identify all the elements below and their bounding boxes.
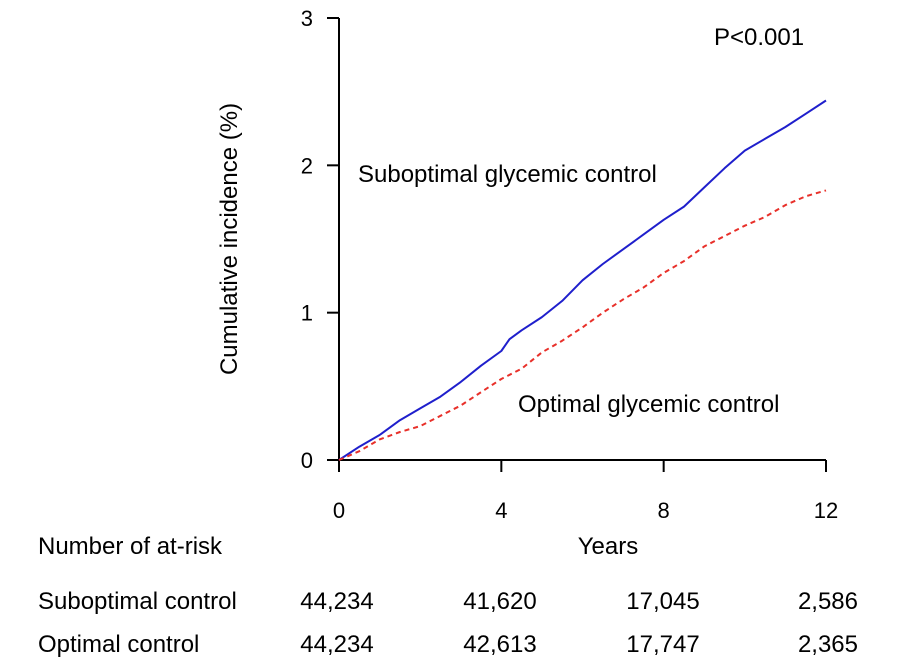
x-tick-label: 0	[333, 498, 345, 523]
x-axis-label: Years	[578, 533, 639, 560]
at-risk-row-label: Optimal control	[38, 631, 199, 658]
y-tick-label: 0	[301, 448, 313, 473]
x-tick-label: 4	[495, 498, 507, 523]
at-risk-value: 17,747	[626, 631, 699, 658]
series-label-optimal: Optimal glycemic control	[518, 391, 779, 418]
series-line-suboptimal	[338, 99, 827, 461]
series-line-optimal	[338, 189, 827, 461]
at-risk-value: 42,613	[463, 631, 536, 658]
at-risk-row-label: Suboptimal control	[38, 588, 237, 615]
y-tick-label: 3	[301, 6, 313, 31]
at-risk-value: 2,365	[798, 631, 858, 658]
x-tick-label: 12	[814, 498, 838, 523]
y-axis-label: Cumulative incidence (%)	[216, 103, 243, 375]
x-tick-label: 8	[658, 498, 670, 523]
at-risk-header: Number of at-risk	[38, 533, 223, 560]
y-tick-label: 1	[301, 301, 313, 326]
series-group	[338, 99, 827, 461]
y-tick-label: 2	[301, 153, 313, 178]
at-risk-value: 41,620	[463, 588, 536, 615]
at-risk-value: 2,586	[798, 588, 858, 615]
at-risk-value: 44,234	[300, 631, 373, 658]
at-risk-value: 44,234	[300, 588, 373, 615]
p-value-annotation: P<0.001	[714, 24, 804, 51]
series-label-suboptimal: Suboptimal glycemic control	[358, 161, 657, 188]
at-risk-value: 17,045	[626, 588, 699, 615]
